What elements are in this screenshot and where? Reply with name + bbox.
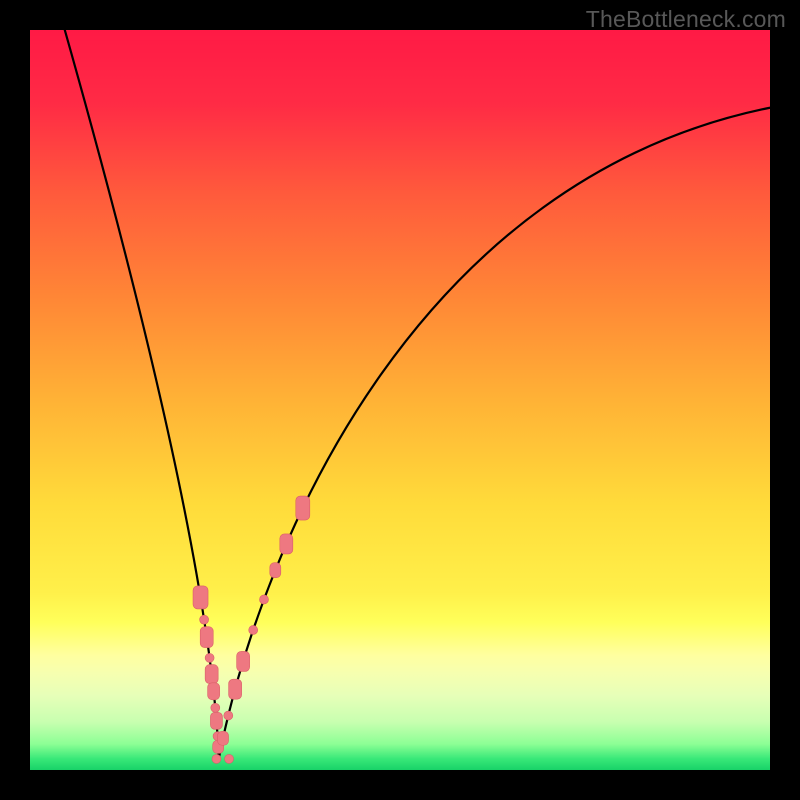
data-marker [259,595,268,604]
v-curve-overlay [30,30,770,770]
data-marker [200,627,213,648]
data-marker [208,683,220,700]
data-marker [210,712,222,729]
data-marker [229,679,242,699]
data-marker [270,563,281,578]
data-marker [205,653,214,662]
data-marker [200,615,209,624]
data-marker [224,711,233,720]
data-marker [280,534,293,554]
plot-area [30,30,770,770]
left-curve [65,30,219,759]
data-marker [193,586,208,609]
watermark-label: TheBottleneck.com [586,6,786,33]
right-curve [219,108,770,759]
data-marker [249,625,258,634]
data-marker [296,496,310,520]
data-marker [237,651,250,671]
data-marker [218,731,229,745]
data-marker [225,754,234,763]
data-marker [205,665,218,684]
data-marker [212,754,221,763]
data-marker [211,703,220,712]
chart-stage: TheBottleneck.com [0,0,800,800]
